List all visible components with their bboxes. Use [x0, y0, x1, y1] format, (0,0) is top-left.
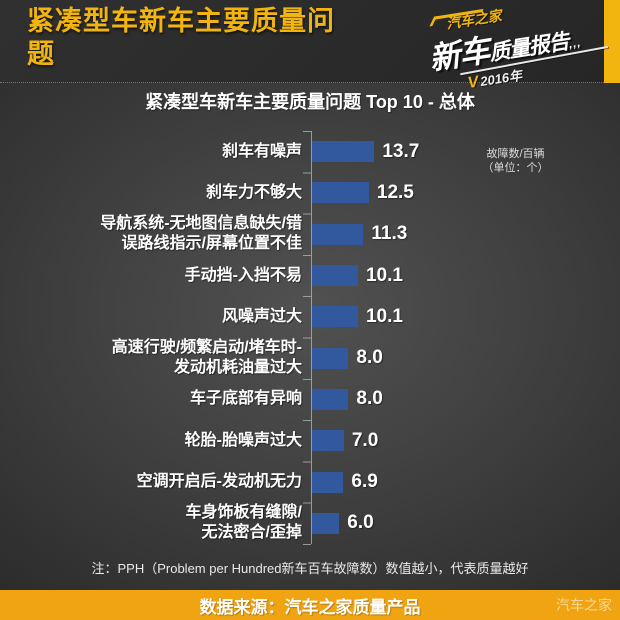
value-label: 7.0 — [351, 429, 379, 451]
chart-row: 车身饰板有缝隙/ 无法密合/歪掉 6.0 — [0, 503, 620, 544]
bar — [312, 141, 375, 163]
chart-row: 风噪声过大 10.1 — [0, 296, 620, 337]
page-title: 紧凑型车新车主要质量问题 — [27, 6, 335, 69]
footnote: 注：PPH（Problem per Hundred新车百车故障数）数值越小，代表… — [91, 561, 529, 576]
chart-row: 高速行驶/频繁启动/堵车时- 发动机耗油量过大 8.0 — [0, 337, 620, 378]
category-axis-ticks — [303, 131, 311, 545]
chart-row: 手动挡-入挡不易 10.1 — [0, 255, 620, 296]
category-label: 车子底部有异响 — [189, 390, 302, 408]
category-label: 导航系统-无地图信息缺失/错 误路线指示/屏幕位置不佳 — [100, 215, 302, 253]
bar — [312, 430, 344, 452]
category-label: 刹车力不够大 — [205, 183, 302, 201]
chart-row: 导航系统-无地图信息缺失/错 误路线指示/屏幕位置不佳 11.3 — [0, 214, 620, 255]
bar-wrap: 6.0 — [312, 512, 374, 534]
chart-row: 轮胎-胎噪声过大 7.0 — [0, 420, 620, 461]
value-label: 10.1 — [365, 264, 403, 286]
bar — [312, 512, 340, 534]
chart-row: 刹车力不够大 12.5 — [0, 172, 620, 213]
bar — [312, 265, 358, 287]
bar — [312, 347, 349, 369]
logo-year-value: 2016年 — [479, 67, 524, 90]
value-label: 10.1 — [365, 305, 403, 327]
value-label: 8.0 — [356, 347, 383, 369]
bar — [312, 471, 344, 493]
bar-chart: 刹车有噪声 13.7 刹车力不够大 12.5 导航系统-无地图信息缺失/错 误路… — [0, 131, 620, 545]
bar-wrap: 6.9 — [312, 471, 378, 493]
value-label: 6.0 — [347, 512, 374, 534]
chart-row: 空调开启后-发动机无力 6.9 — [0, 461, 620, 502]
bar-wrap: 10.1 — [312, 306, 403, 328]
bar — [312, 306, 358, 328]
bar-wrap: 7.0 — [312, 430, 378, 452]
watermark-text: 汽车之家 — [556, 597, 612, 613]
category-label: 车身饰板有缝隙/ 无法密合/歪掉 — [185, 504, 302, 542]
chart-rows: 刹车有噪声 13.7 刹车力不够大 12.5 导航系统-无地图信息缺失/错 误路… — [0, 131, 620, 544]
value-label: 13.7 — [382, 140, 420, 162]
unit-annotation-line2: （单位：个） — [482, 162, 549, 174]
unit-annotation-line1: 故障数/百辆 — [486, 148, 545, 160]
bar — [312, 182, 369, 204]
bar — [312, 223, 364, 245]
page-header: 紧凑型车新车主要质量问题 汽车之家 新车质量报告,,, V2016年 — [0, 0, 620, 92]
category-label: 空调开启后-发动机无力 — [136, 473, 302, 491]
bar-wrap: 12.5 — [312, 182, 414, 204]
bar — [312, 388, 349, 410]
bar-wrap: 10.1 — [312, 265, 403, 287]
value-label: 12.5 — [376, 181, 414, 203]
yellow-accent-strip — [604, 0, 620, 83]
bar-wrap: 8.0 — [312, 347, 383, 369]
category-label: 风噪声过大 — [221, 307, 302, 325]
category-label: 手动挡-入挡不易 — [184, 266, 302, 284]
value-label: 11.3 — [371, 223, 408, 245]
footer-bar: 数据来源：汽车之家质量产品 汽车之家 — [0, 590, 620, 620]
category-label: 高速行驶/频繁启动/堵车时- 发动机耗油量过大 — [111, 339, 302, 377]
unit-annotation: 故障数/百辆 （单位：个） — [453, 147, 578, 175]
logo-dots: ,,, — [568, 37, 583, 51]
category-label: 刹车有噪声 — [221, 142, 302, 160]
chart-row: 车子底部有异响 8.0 — [0, 379, 620, 420]
category-label: 轮胎-胎噪声过大 — [184, 431, 302, 449]
autohome-new-car-report-logo: 汽车之家 新车质量报告,,, V2016年 — [417, 0, 617, 95]
chart-title: 紧凑型车新车主要质量问题 Top 10 - 总体 — [145, 92, 475, 112]
value-label: 6.9 — [351, 471, 378, 493]
bar-wrap: 11.3 — [312, 223, 407, 245]
category-axis-line — [311, 131, 312, 544]
chart-row: 刹车有噪声 13.7 — [0, 131, 620, 172]
data-source-text: 数据来源：汽车之家质量产品 — [199, 597, 421, 617]
bar-wrap: 8.0 — [312, 388, 383, 410]
bar-wrap: 13.7 — [312, 141, 419, 163]
value-label: 8.0 — [356, 388, 383, 410]
